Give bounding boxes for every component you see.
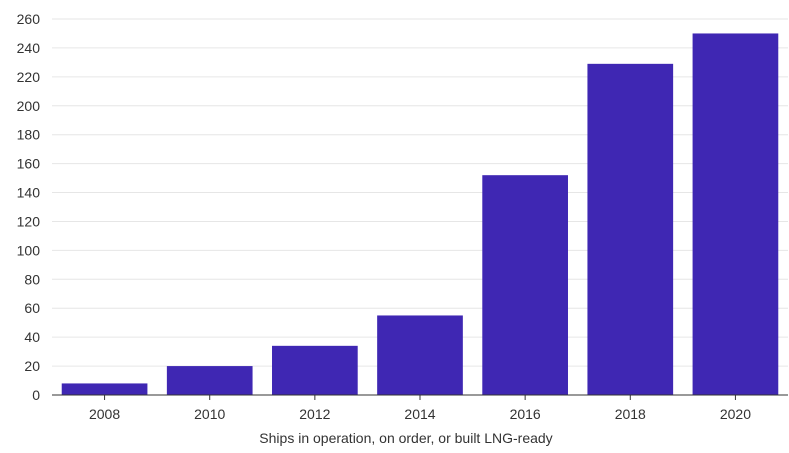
y-tick-label: 180	[17, 127, 41, 143]
x-axis-ticks: 2008 2010 2012 2014 2016 2018 2020	[89, 395, 751, 422]
y-tick-label: 260	[17, 11, 41, 27]
x-tick-label-2008: 2008	[89, 406, 120, 422]
bar-2014	[377, 315, 463, 395]
bars	[61, 33, 779, 395]
x-tick-label-2014: 2014	[404, 406, 435, 422]
x-tick-label-2012: 2012	[299, 406, 330, 422]
y-tick-label: 0	[32, 387, 40, 403]
y-tick-label: 240	[17, 40, 41, 56]
grid-lines	[52, 18, 788, 367]
x-tick-label-2016: 2016	[510, 406, 541, 422]
y-tick-label: 20	[24, 358, 40, 374]
y-tick-label: 80	[24, 271, 40, 287]
bar-2020	[692, 33, 779, 395]
bar-2016	[482, 175, 568, 395]
x-tick-label-2018: 2018	[615, 406, 646, 422]
y-tick-label: 100	[17, 242, 41, 258]
bar-2018	[587, 63, 674, 395]
y-tick-label: 200	[17, 98, 41, 114]
y-tick-label: 140	[17, 185, 41, 201]
bar-2010	[166, 366, 253, 395]
y-tick-label: 120	[17, 213, 41, 229]
y-tick-label: 60	[24, 300, 40, 316]
y-tick-label: 160	[17, 156, 41, 172]
y-axis-ticks: 0 20 40 60 80 100 120 140 160 180 200 220 240 260	[17, 11, 41, 403]
x-tick-label-2020: 2020	[720, 406, 751, 422]
y-tick-label: 40	[24, 329, 40, 345]
bar-2012	[272, 345, 358, 395]
bar-2008	[61, 383, 148, 395]
x-tick-label-2010: 2010	[194, 406, 225, 422]
y-tick-label: 220	[17, 69, 41, 85]
x-axis-label: Ships in operation, on order, or built L…	[259, 430, 552, 446]
